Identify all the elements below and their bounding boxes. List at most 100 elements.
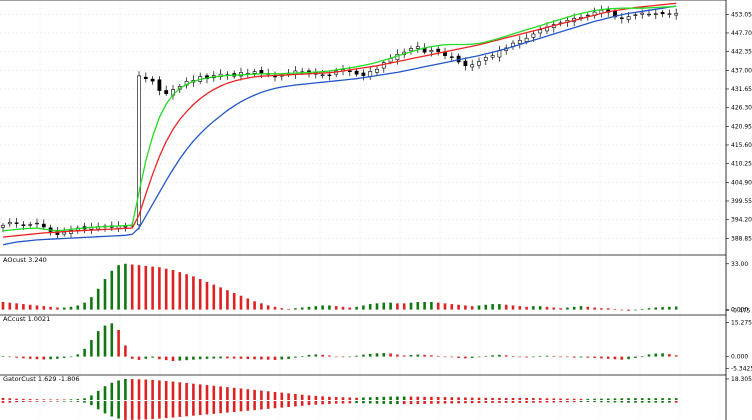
histogram-bar bbox=[49, 356, 52, 360]
candle-body bbox=[327, 74, 332, 77]
histogram-bar bbox=[103, 325, 107, 357]
gator-upper-bar bbox=[253, 389, 256, 400]
gator-upper-bar bbox=[158, 380, 161, 400]
gator-lower-bar bbox=[22, 401, 25, 403]
histogram-bar bbox=[525, 356, 528, 358]
candle-body bbox=[252, 71, 257, 74]
histogram-bar bbox=[219, 356, 222, 359]
candle-body bbox=[667, 13, 672, 15]
gator-upper-bar bbox=[498, 397, 501, 400]
jaw-line bbox=[2, 5, 677, 246]
histogram-bar bbox=[348, 356, 352, 358]
histogram-bar bbox=[620, 356, 624, 360]
gator-lower-bar bbox=[552, 401, 556, 403]
histogram-bar bbox=[328, 305, 331, 310]
histogram-bar bbox=[511, 305, 515, 310]
histogram-bar bbox=[443, 356, 447, 358]
price-axis: 453.05 447.70 442.35 437.00 431.65 426.30 420.… bbox=[726, 11, 752, 242]
gator-lower-bar bbox=[49, 401, 52, 402]
gator-upper-bar bbox=[273, 391, 277, 400]
histogram-bar bbox=[8, 356, 12, 358]
histogram-bar bbox=[450, 356, 454, 358]
gator-upper-bar bbox=[640, 398, 644, 400]
accust-axis: 15.2759 0.000 -5.3425 bbox=[726, 320, 752, 372]
histogram-bar bbox=[185, 274, 188, 310]
histogram-bar bbox=[314, 306, 318, 310]
histogram-bar bbox=[382, 353, 386, 357]
histogram-bar bbox=[647, 354, 651, 357]
histogram-bar bbox=[212, 284, 216, 310]
aocust-pane[interactable]: AOcust 3.240 33.00 0.000-0.475 bbox=[1, 256, 751, 314]
candle-body bbox=[123, 225, 128, 228]
histogram-bar bbox=[62, 356, 66, 358]
histogram-bar bbox=[579, 356, 583, 358]
candle-body bbox=[35, 222, 39, 225]
histogram-bar bbox=[668, 306, 671, 310]
gator-lower-bar bbox=[443, 401, 447, 404]
gator-lower-bar bbox=[654, 401, 658, 403]
gator-upper-bar bbox=[491, 397, 494, 400]
gator-upper-bar bbox=[280, 392, 284, 400]
gator-lower-bar bbox=[341, 401, 345, 404]
gatorcust-pane[interactable]: GatorCust 1.629 -1.806 18.305 bbox=[1, 375, 752, 420]
gator-upper-bar bbox=[634, 398, 637, 400]
gator-upper-bar bbox=[198, 384, 202, 400]
histogram-bar bbox=[532, 306, 535, 310]
accust-pane[interactable]: ACcust 1.0021 15.2759 0.000 -5.3425 bbox=[1, 315, 752, 372]
gator-lower-bar bbox=[69, 401, 73, 402]
histogram-bar bbox=[491, 304, 494, 310]
gatorcust-tick-label: 18.305 bbox=[731, 376, 752, 383]
gator-upper-bar bbox=[416, 396, 420, 400]
histogram-bar bbox=[192, 356, 195, 360]
candlesticks bbox=[1, 5, 679, 240]
gator-lower-bar bbox=[212, 401, 216, 414]
accust-tick-label: 0.000 bbox=[731, 354, 748, 361]
candle-body bbox=[164, 90, 169, 94]
gator-lower-bar bbox=[579, 401, 583, 403]
gator-lower-bar bbox=[368, 401, 372, 404]
price-tick-label: 415.60 bbox=[731, 142, 752, 149]
histogram-bar bbox=[362, 305, 365, 310]
price-pane[interactable]: 453.05 447.70 442.35 437.00 431.65 426.30 420.… bbox=[1, 2, 752, 246]
gator-lower-bar bbox=[110, 401, 114, 417]
gator-lower-bar bbox=[328, 401, 331, 404]
candle-body bbox=[7, 222, 12, 225]
histogram-bar bbox=[117, 329, 120, 357]
histogram-bar bbox=[164, 268, 168, 310]
histogram-bar bbox=[572, 306, 576, 310]
gator-lower-bar bbox=[273, 401, 277, 409]
candle-body bbox=[653, 13, 658, 15]
histogram-bar bbox=[409, 302, 413, 310]
gator-upper-bar bbox=[103, 386, 107, 400]
gator-upper-bar bbox=[192, 383, 195, 400]
histogram-bar bbox=[15, 356, 18, 358]
gator-upper-bar bbox=[1, 397, 5, 400]
histogram-bar bbox=[613, 308, 617, 310]
gator-lower-bar bbox=[586, 401, 590, 403]
gator-lower-bar bbox=[362, 401, 365, 404]
gator-upper-bar bbox=[62, 399, 66, 401]
histogram-bar bbox=[389, 302, 392, 310]
gator-upper-bar bbox=[137, 379, 141, 400]
gator-lower-bar bbox=[117, 401, 120, 419]
gator-lower-bar bbox=[355, 401, 358, 404]
histogram-bar bbox=[334, 306, 338, 310]
gator-upper-bar bbox=[212, 385, 216, 400]
histogram-bar bbox=[423, 354, 426, 357]
gator-upper-bar bbox=[674, 398, 678, 400]
histogram-bar bbox=[504, 304, 508, 310]
gator-upper-bar bbox=[430, 396, 433, 400]
histogram-bar bbox=[416, 301, 420, 310]
candle-body bbox=[137, 75, 141, 226]
gator-lower-bar bbox=[287, 401, 290, 408]
histogram-bar bbox=[22, 304, 25, 310]
gator-upper-bar bbox=[627, 398, 630, 400]
histogram-bar bbox=[96, 288, 100, 310]
histogram-bar bbox=[158, 267, 161, 310]
gator-lower-bar bbox=[559, 401, 562, 403]
gator-lower-bar bbox=[661, 401, 664, 403]
histogram-bar bbox=[559, 356, 562, 358]
gator-upper-bar bbox=[144, 379, 148, 400]
price-tick-label: 410.25 bbox=[731, 161, 752, 168]
